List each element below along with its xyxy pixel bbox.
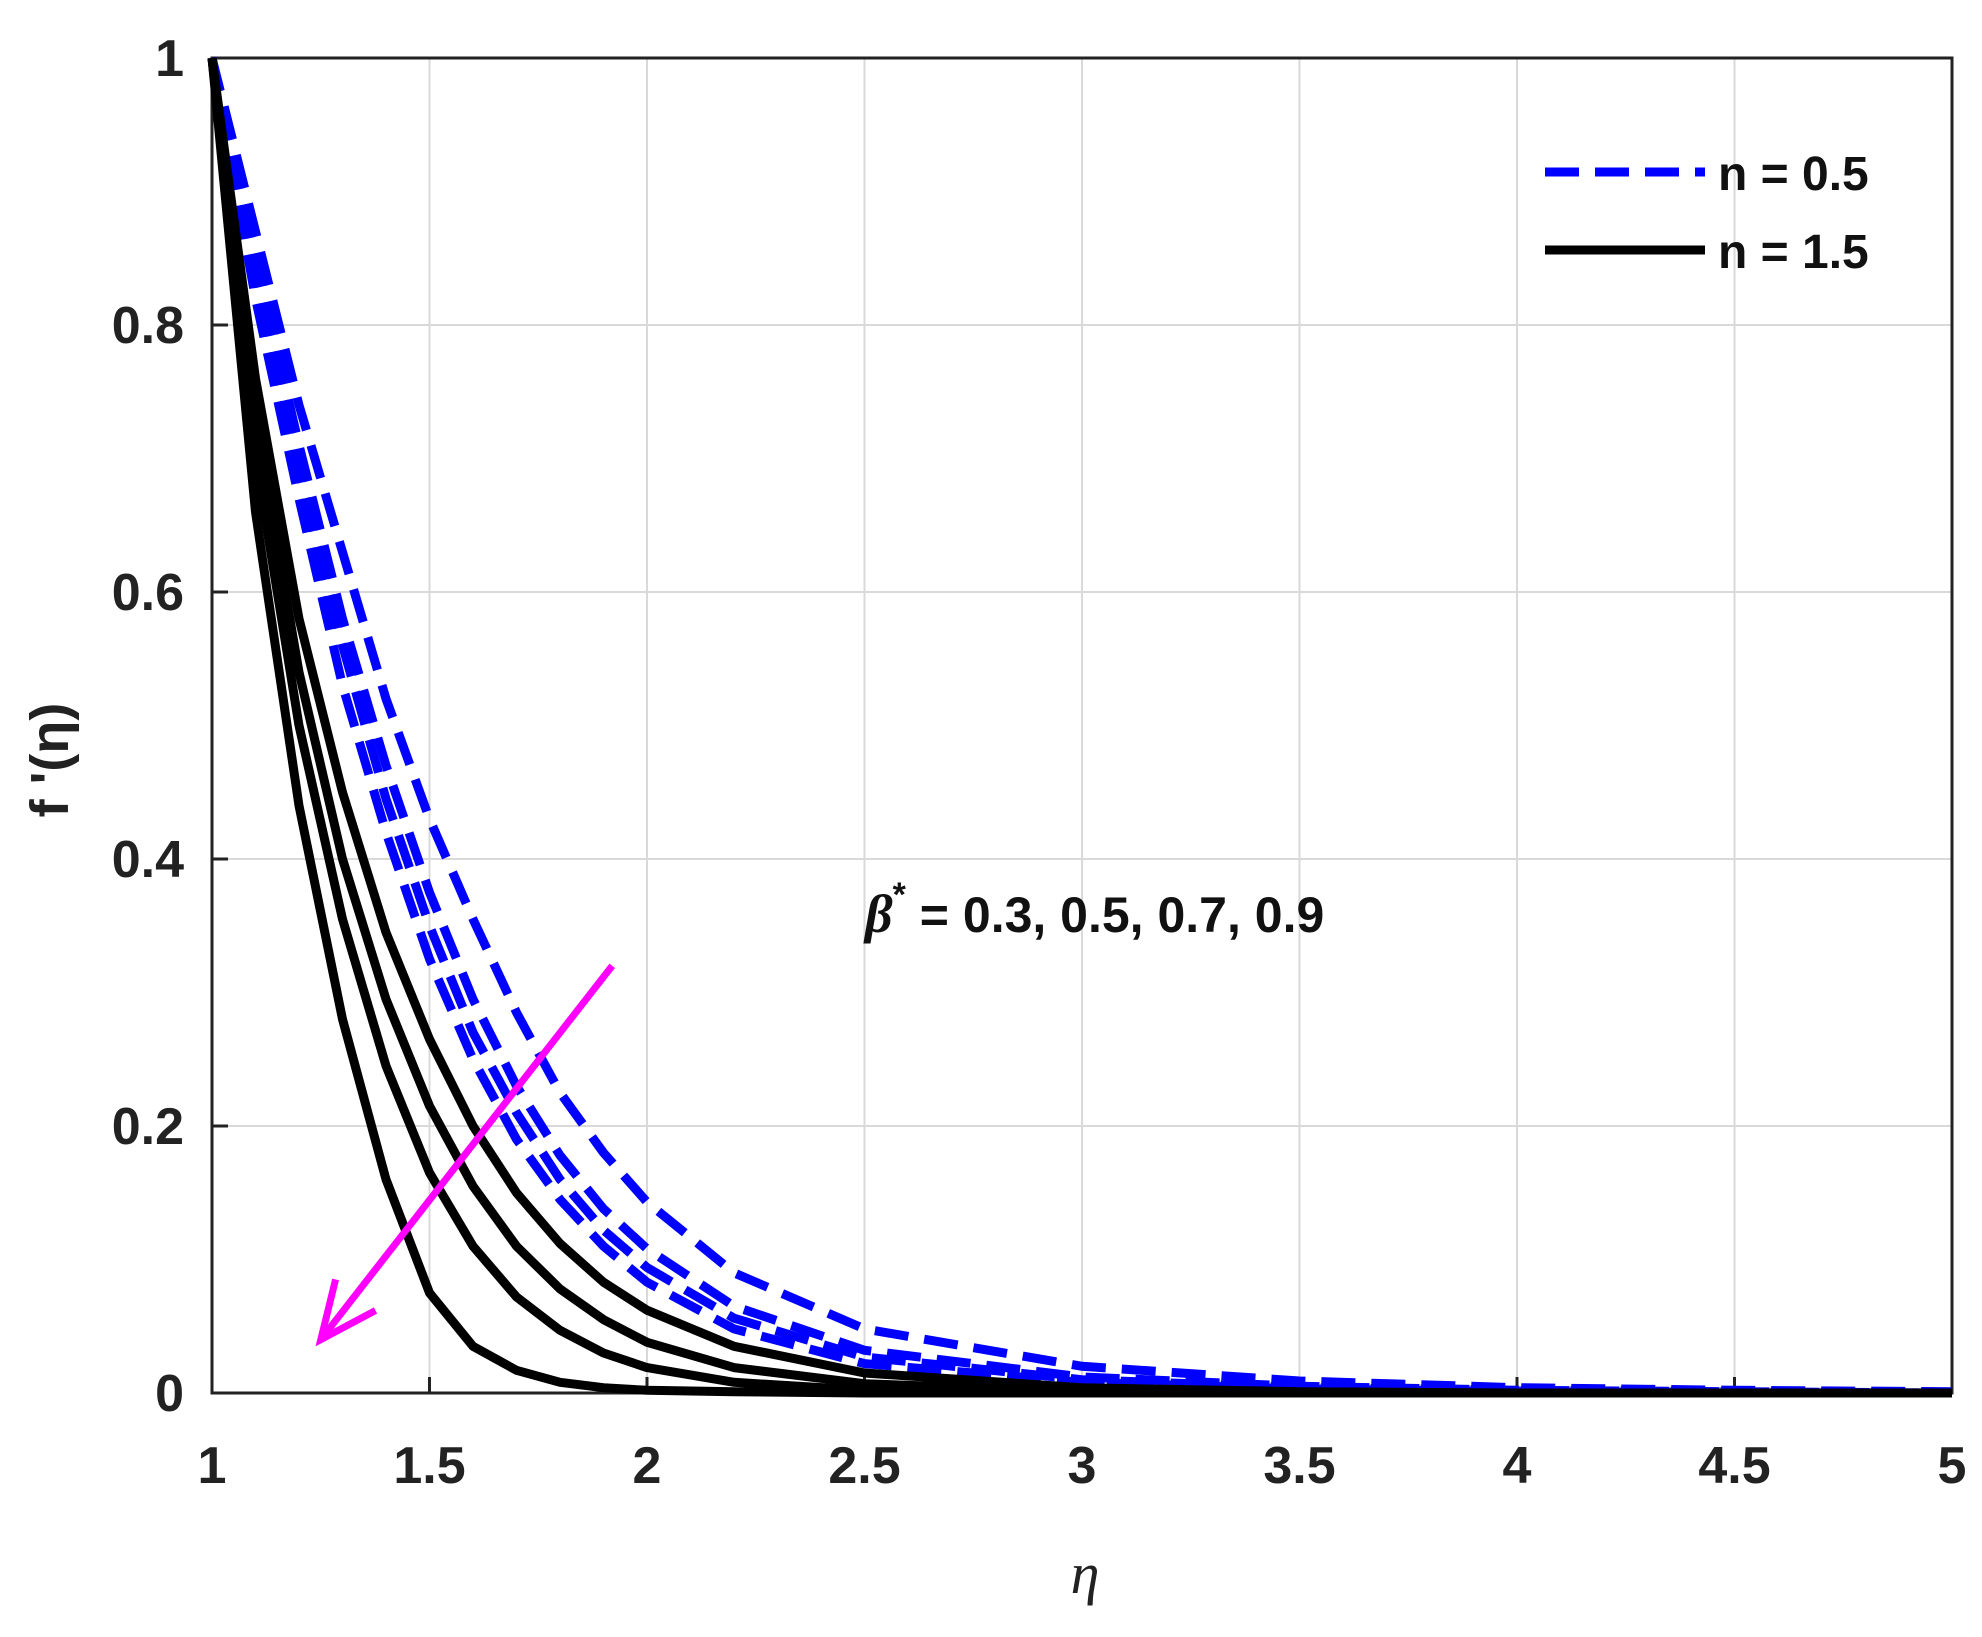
x-axis-label: η [1071, 1541, 1100, 1606]
x-tick-label: 2.5 [828, 1437, 900, 1495]
x-tick-label: 3 [1068, 1437, 1097, 1495]
series-line-8 [207, 57, 1952, 1398]
y-tick-label: 0 [155, 1365, 184, 1423]
y-tick-label: 0.4 [112, 831, 184, 889]
x-tick-label: 1.5 [393, 1437, 465, 1495]
x-tick-label: 4.5 [1698, 1437, 1770, 1495]
beta-symbol: β [863, 884, 893, 944]
x-tick-label: 2 [633, 1437, 662, 1495]
y-tick-label: 0.2 [112, 1098, 184, 1156]
y-axis-label: f '(η) [20, 703, 80, 818]
beta-annotation: β* = 0.3, 0.5, 0.7, 0.9 [863, 876, 1324, 944]
annotation-arrow-shaft [317, 963, 615, 1342]
y-tick-label: 0.8 [112, 297, 184, 355]
series-layer [207, 56, 1953, 1398]
annotation-arrow [315, 963, 615, 1347]
x-tick-label: 4 [1503, 1437, 1532, 1495]
x-axis: 1 1.5 2 2.5 3 3.5 4 4.5 5 [198, 1377, 1967, 1495]
y-axis: 0 0.2 0.4 0.6 0.8 1 [112, 30, 228, 1423]
beta-superscript: * [893, 876, 907, 914]
annotation-arrow-head [315, 1278, 378, 1347]
y-tick-label: 0.6 [112, 564, 184, 622]
beta-values: = 0.3, 0.5, 0.7, 0.9 [906, 887, 1324, 943]
x-tick-label: 3.5 [1263, 1437, 1335, 1495]
x-tick-label: 1 [198, 1437, 227, 1495]
legend-label-n05: n = 0.5 [1718, 148, 1869, 201]
series-line-1 [207, 56, 1953, 1397]
legend: n = 0.5 n = 1.5 [1545, 148, 1869, 279]
x-tick-label: 5 [1938, 1437, 1967, 1495]
legend-label-n15: n = 1.5 [1718, 226, 1869, 279]
y-tick-label: 1 [155, 30, 184, 88]
